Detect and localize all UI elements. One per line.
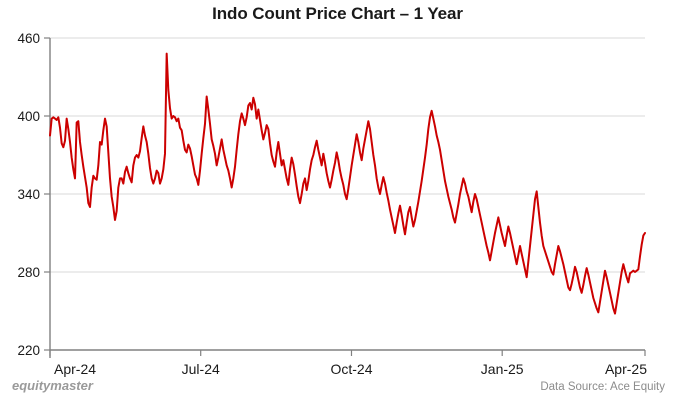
- y-tick-label-460: 460: [17, 31, 40, 46]
- y-tick-label-280: 280: [17, 265, 40, 280]
- x-tick-label-Jan-25: Jan-25: [481, 361, 524, 377]
- equitymaster-watermark: equitymaster: [12, 378, 93, 393]
- x-axis-group: [49, 349, 646, 356]
- x-tick-label-Jul-24: Jul-24: [182, 361, 220, 377]
- y-tick-labels: 220 280 340 400 460: [17, 31, 40, 358]
- x-tick-label-Apr-25: Apr-25: [605, 361, 647, 377]
- y-axis-group: [44, 37, 51, 358]
- data-source-note: Data Source: Ace Equity: [540, 381, 665, 393]
- x-tick-labels: Apr-24 Jul-24 Oct-24 Jan-25 Apr-25: [54, 361, 647, 377]
- chart-title: Indo Count Price Chart – 1 Year: [212, 4, 463, 23]
- y-tick-label-220: 220: [17, 343, 40, 358]
- y-tick-label-400: 400: [17, 109, 40, 124]
- x-tick-label-Apr-24: Apr-24: [54, 361, 96, 377]
- price-line: [49, 52, 646, 315]
- y-tick-label-340: 340: [17, 187, 40, 202]
- x-tick-label-Oct-24: Oct-24: [330, 361, 372, 377]
- price-line-series: [49, 52, 646, 315]
